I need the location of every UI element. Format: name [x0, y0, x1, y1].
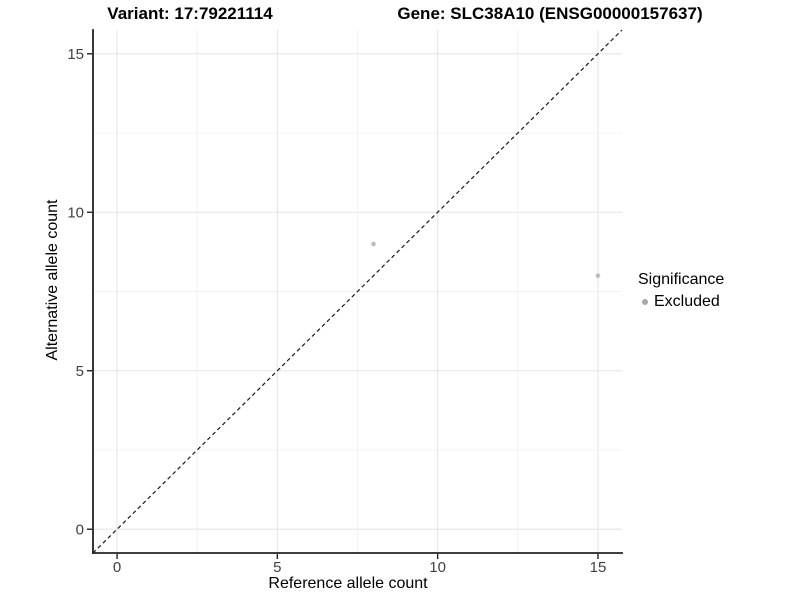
legend-title: Significance: [638, 271, 725, 288]
y-tick-label: 15: [67, 46, 84, 63]
x-tick-label: 10: [429, 559, 446, 576]
y-axis-title: Alternative allele count: [44, 199, 61, 361]
legend-item: Excluded: [636, 293, 724, 311]
variant-title: Variant: 17:79221114: [107, 4, 273, 23]
legend-point-icon: [642, 299, 648, 305]
identity-line: [92, 29, 623, 554]
gene-title: Gene: SLC38A10 (ENSG00000157637): [397, 4, 703, 23]
y-tick-label: 0: [76, 521, 84, 538]
y-tick-label: 10: [67, 205, 84, 222]
data-point: [371, 241, 376, 247]
x-tick-label: 5: [273, 559, 281, 576]
legend: Significance Excluded: [636, 271, 724, 311]
data-point: [595, 273, 601, 278]
legend-item-label: Excluded: [654, 293, 720, 310]
x-tick-label: 0: [113, 559, 121, 576]
x-tick-label: 15: [590, 559, 607, 576]
y-tick-label: 5: [76, 363, 84, 380]
x-axis-title: Reference allele count: [268, 575, 428, 592]
